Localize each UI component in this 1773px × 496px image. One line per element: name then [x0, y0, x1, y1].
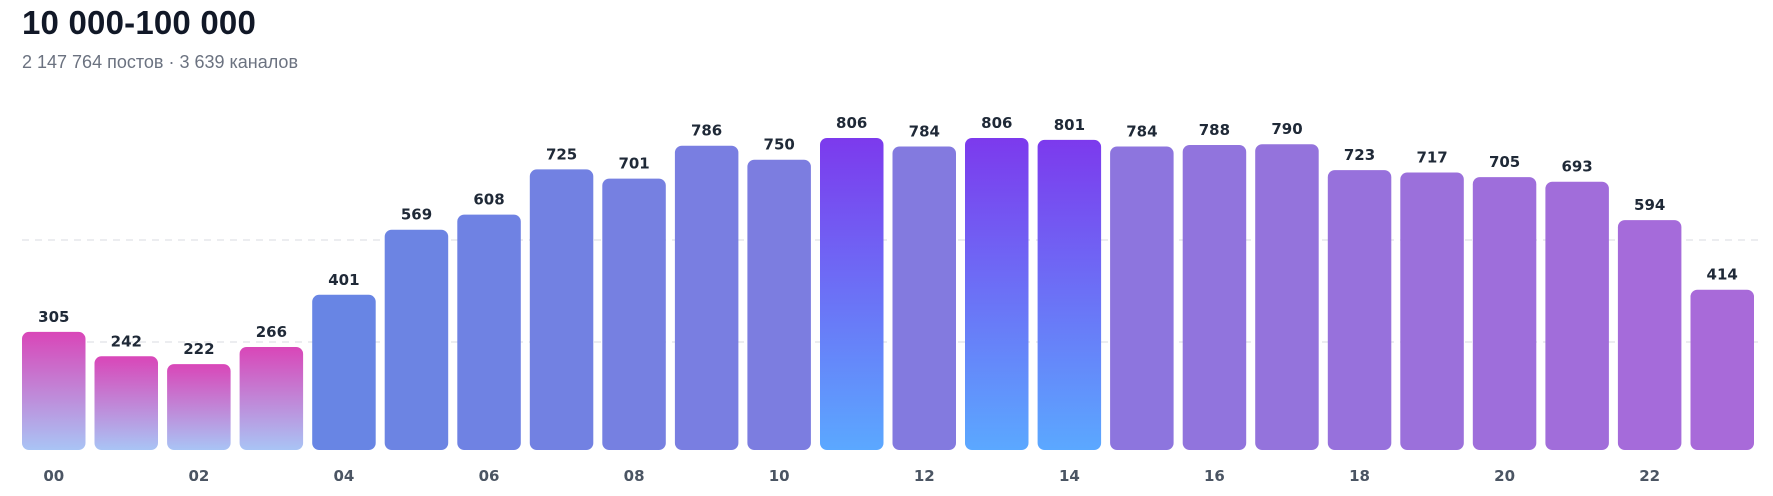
bar-04[interactable] [312, 294, 376, 450]
bar-11[interactable] [820, 138, 884, 450]
bar-16[interactable] [1182, 145, 1247, 450]
x-tick-label: 18 [1349, 467, 1370, 485]
bar-15[interactable] [1110, 146, 1174, 451]
value-label: 801 [1054, 116, 1085, 134]
value-label: 806 [836, 114, 867, 132]
bar-22[interactable] [1617, 220, 1682, 450]
x-tick-label: 12 [914, 467, 935, 485]
bar-18[interactable] [1327, 170, 1392, 450]
bar-02[interactable] [167, 364, 231, 450]
bar-00[interactable] [22, 331, 86, 450]
x-axis-labels: 00 02 04 06 08 10 12 14 16 18 20 22 [43, 467, 1660, 485]
bar-21[interactable] [1545, 181, 1609, 450]
bars [22, 138, 1754, 450]
x-tick-label: 20 [1494, 467, 1515, 485]
value-label: 222 [183, 340, 214, 358]
x-tick-label: 16 [1204, 467, 1225, 485]
x-tick-label: 02 [188, 467, 209, 485]
value-label: 266 [256, 323, 287, 341]
value-label: 608 [473, 191, 504, 209]
x-tick-label: 14 [1059, 467, 1080, 485]
value-label: 594 [1634, 196, 1665, 214]
bar-05[interactable] [384, 229, 449, 450]
value-label: 725 [546, 145, 577, 163]
bar-01[interactable] [94, 356, 159, 450]
value-label: 401 [328, 271, 359, 289]
bar-12[interactable] [892, 146, 957, 451]
value-label: 414 [1707, 266, 1738, 284]
bar-09[interactable] [674, 145, 739, 450]
grid-lines [22, 239, 1763, 343]
value-label: 723 [1344, 146, 1375, 164]
bar-10[interactable] [747, 159, 811, 450]
value-label: 790 [1271, 120, 1302, 138]
value-label: 717 [1416, 149, 1447, 167]
bar-19[interactable] [1400, 172, 1464, 451]
x-tick-label: 22 [1639, 467, 1660, 485]
bar-23[interactable] [1690, 289, 1755, 450]
value-label: 750 [764, 136, 795, 154]
bar-20[interactable] [1472, 177, 1537, 450]
value-label: 705 [1489, 153, 1520, 171]
page-title: 10 000-100 000 [22, 4, 257, 41]
bar-03[interactable] [239, 347, 304, 450]
bar-13[interactable] [965, 138, 1029, 450]
value-label: 569 [401, 206, 432, 224]
value-label: 806 [981, 114, 1012, 132]
value-label: 788 [1199, 121, 1230, 139]
value-label: 786 [691, 122, 722, 140]
bar-07[interactable] [529, 169, 594, 450]
value-label: 701 [618, 155, 649, 173]
bar-17[interactable] [1255, 144, 1319, 450]
value-label: 242 [111, 332, 142, 350]
x-tick-label: 00 [43, 467, 64, 485]
x-tick-label: 10 [769, 467, 790, 485]
bar-14[interactable] [1037, 139, 1102, 450]
page-subtitle: 2 147 764 постов · 3 639 каналов [22, 52, 299, 72]
x-tick-label: 04 [333, 467, 354, 485]
bar-06[interactable] [457, 214, 521, 450]
value-labels: 305 242 222 266 401 569 608 725 701 786 750 806 784 8… [38, 114, 1738, 358]
x-tick-label: 06 [479, 467, 500, 485]
value-label: 693 [1561, 158, 1592, 176]
x-tick-label: 08 [624, 467, 645, 485]
bar-08[interactable] [602, 178, 666, 450]
value-label: 305 [38, 308, 69, 326]
value-label: 784 [909, 123, 940, 141]
value-label: 784 [1126, 123, 1157, 141]
